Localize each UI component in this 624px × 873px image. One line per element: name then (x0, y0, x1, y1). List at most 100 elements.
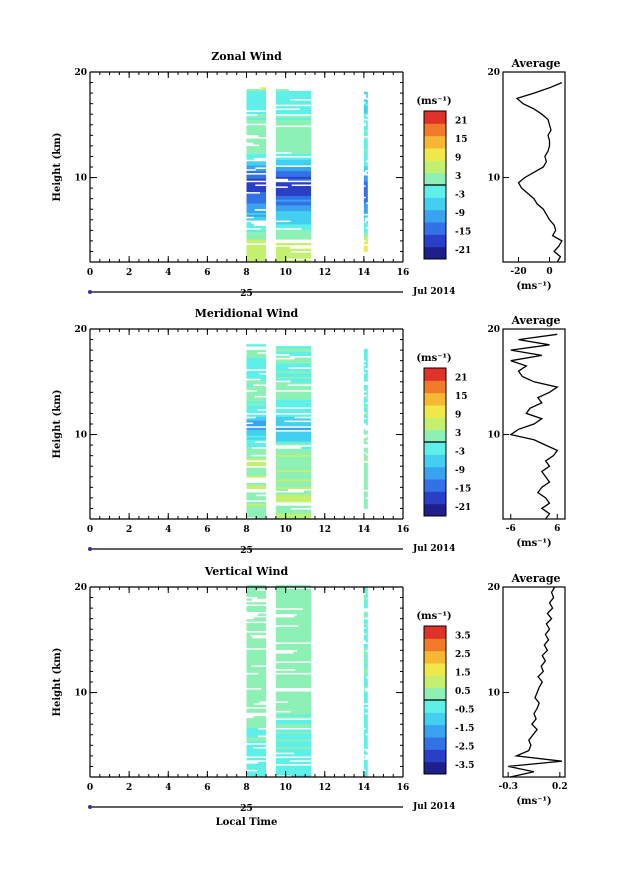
heatmap-cell (363, 143, 368, 146)
heatmap-cell (246, 138, 267, 141)
date-month-year-label: Jul 2014 (412, 544, 455, 554)
date-day-label: 25 (240, 804, 253, 814)
heatmap-cell (246, 435, 267, 438)
average-profile-line (509, 333, 559, 520)
heatmap-cell (295, 668, 312, 671)
heatmap-cell (260, 191, 267, 194)
heatmap-cell (246, 115, 267, 118)
heatmap-cell (275, 666, 312, 670)
heatmap-cell (363, 238, 368, 241)
heatmap-cell (246, 678, 267, 681)
x-tick-label: 8 (243, 525, 249, 535)
heatmap-cell (275, 600, 312, 603)
heatmap-cell (275, 231, 312, 234)
heatmap-cell (275, 201, 312, 204)
heatmap-cell (363, 352, 368, 355)
heatmap-cell (363, 708, 368, 711)
heatmap-cell (275, 467, 312, 470)
heatmap-cell (275, 212, 312, 215)
heatmap-cell (246, 132, 267, 136)
heatmap-cell (363, 217, 365, 220)
heatmap-cell (246, 482, 267, 486)
heatmap-cell (259, 144, 267, 147)
heatmap-cell (363, 367, 366, 371)
heatmap-cell (246, 163, 267, 166)
heatmap-cell (246, 125, 267, 128)
heatmap-cell (275, 100, 312, 103)
heatmap-cell (275, 250, 292, 253)
heatmap-cell (246, 602, 267, 605)
heatmap-cell (275, 511, 312, 514)
colorbar-swatch (424, 123, 446, 137)
colorbar-tick-label: -9 (455, 466, 465, 476)
heatmap-cell (246, 127, 267, 130)
heatmap-cell (246, 644, 267, 647)
heatmap-cell (363, 737, 368, 740)
heatmap-cell (246, 382, 267, 385)
heatmap-cell (363, 226, 366, 230)
colorbar-swatch (424, 111, 446, 124)
heatmap-cell (275, 471, 312, 474)
heatmap-cell (275, 758, 312, 761)
heatmap-cell (246, 750, 267, 753)
heatmap-cell (363, 497, 366, 500)
heatmap-cell (363, 657, 368, 660)
colorbar-swatch (424, 663, 446, 676)
heatmap-cell (275, 443, 312, 446)
heatmap-cell (363, 386, 368, 390)
heatmap-cell (363, 438, 368, 441)
heatmap-cell (246, 702, 254, 706)
heatmap-cell (363, 384, 368, 388)
x-tick-label: 6 (204, 268, 210, 278)
heatmap-cell (363, 234, 368, 237)
heatmap-cell (246, 237, 267, 240)
heatmap-cell (275, 191, 312, 194)
colorbar-swatch (424, 491, 446, 505)
colorbar-tick-label: -15 (455, 484, 471, 494)
heatmap-cell (363, 691, 368, 694)
heatmap-cell (275, 94, 312, 98)
heatmap-cell (275, 611, 312, 614)
y-axis-label: Height (km) (52, 390, 63, 459)
heatmap-cell (275, 699, 312, 702)
heatmap-cell (275, 161, 312, 164)
average-frame (502, 328, 566, 520)
heatmap-cell (363, 127, 368, 131)
average-y-tick-label: 10 (487, 174, 500, 184)
heatmap-cell (275, 134, 312, 137)
x-tick-label: 0 (87, 783, 93, 793)
heatmap-cell (363, 108, 368, 112)
heatmap-cells (246, 585, 368, 778)
heatmap-cell (246, 492, 267, 495)
heatmap-cell (363, 160, 366, 163)
heatmap-cell (246, 201, 267, 204)
heatmap-cell (246, 148, 267, 151)
heatmap-cell (246, 96, 267, 99)
heatmap-cell (275, 138, 312, 141)
heatmap-cell (363, 468, 368, 471)
heatmap-cell (363, 649, 366, 652)
heatmap-cell (275, 606, 312, 609)
heatmap-cell (246, 676, 267, 679)
colorbar-swatch (424, 209, 446, 223)
heatmap-cell (363, 348, 368, 352)
heatmap-cell (246, 102, 267, 105)
heatmap-cell (275, 630, 312, 633)
colorbar-swatch (424, 246, 446, 260)
heatmap-cell (366, 124, 368, 127)
heatmap-cell (363, 773, 368, 776)
heatmap-cell (275, 157, 312, 160)
heatmap-cell (275, 199, 312, 202)
heatmap-cell (255, 416, 267, 419)
heatmap-cell (275, 172, 312, 175)
heatmap-cell (246, 376, 267, 379)
heatmap-cell (275, 685, 312, 689)
heatmap-cell (363, 479, 368, 483)
heatmap-cell (363, 167, 368, 171)
heatmap-cell (246, 374, 267, 377)
heatmap-cell (275, 720, 312, 723)
average-title: Average (510, 57, 560, 70)
heatmap-cell (246, 765, 267, 768)
heatmap-cell (275, 408, 312, 412)
heatmap-cell (363, 765, 368, 768)
